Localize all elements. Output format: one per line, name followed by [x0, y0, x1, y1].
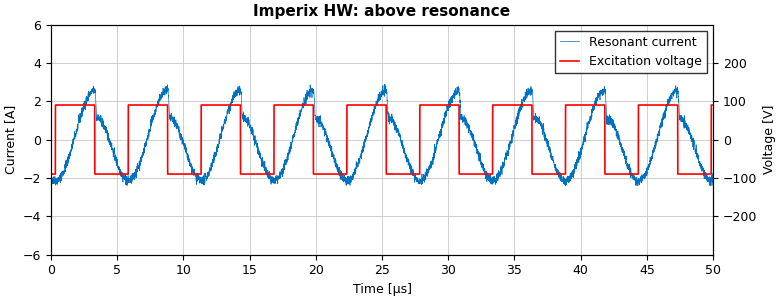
Resonant current	[300, 97, 309, 101]
Resonant current	[380, 82, 389, 86]
Resonant current	[166, 115, 176, 119]
Excitation voltage	[477, 172, 487, 176]
Resonant current	[477, 161, 487, 164]
Excitation voltage	[167, 172, 176, 176]
Excitation voltage	[708, 103, 718, 107]
Title: Imperix HW: above resonance: Imperix HW: above resonance	[254, 4, 511, 19]
Excitation voltage	[444, 103, 453, 107]
X-axis label: Time [μs]: Time [μs]	[353, 283, 412, 296]
Y-axis label: Current [A]: Current [A]	[4, 105, 17, 174]
Line: Resonant current: Resonant current	[51, 84, 713, 186]
Excitation voltage	[46, 172, 55, 176]
Resonant current	[541, 136, 550, 140]
Legend: Resonant current, Excitation voltage: Resonant current, Excitation voltage	[555, 31, 707, 73]
Excitation voltage	[541, 172, 550, 176]
Line: Excitation voltage: Excitation voltage	[51, 105, 713, 174]
Resonant current	[590, 103, 600, 106]
Excitation voltage	[300, 103, 309, 107]
Resonant current	[633, 184, 643, 188]
Excitation voltage	[590, 103, 600, 107]
Y-axis label: Voltage [V]: Voltage [V]	[763, 105, 776, 174]
Resonant current	[708, 180, 718, 184]
Resonant current	[46, 175, 55, 178]
Resonant current	[444, 105, 453, 109]
Excitation voltage	[51, 103, 60, 107]
